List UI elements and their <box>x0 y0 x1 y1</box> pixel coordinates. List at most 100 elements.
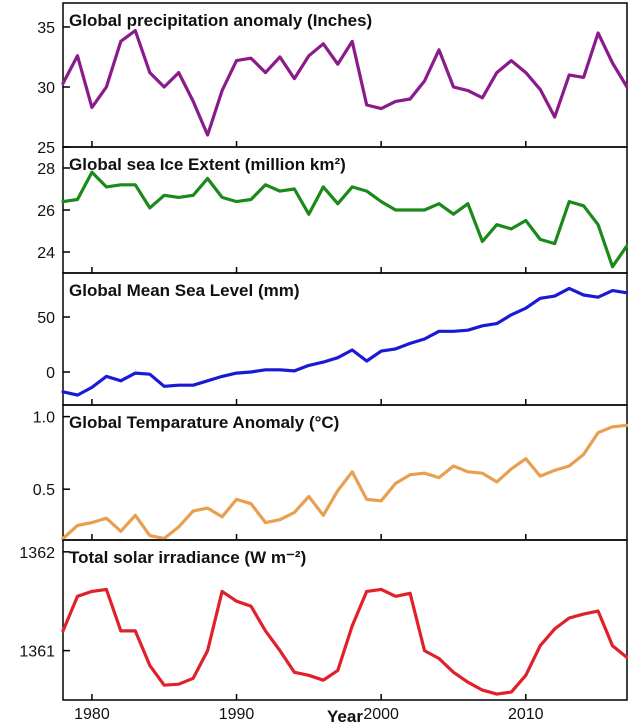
data-point <box>322 42 325 45</box>
y-tick-label: 28 <box>37 161 55 178</box>
data-point <box>307 213 311 216</box>
data-point <box>510 59 513 62</box>
data-point <box>524 674 527 677</box>
data-point <box>379 588 383 591</box>
data-point <box>408 592 412 595</box>
data-point <box>351 185 354 189</box>
data-point <box>220 515 224 518</box>
data-point <box>625 424 628 427</box>
data-point <box>249 604 253 608</box>
data-point <box>235 200 238 203</box>
data-point <box>394 595 397 598</box>
data-point <box>148 71 151 74</box>
data-point <box>105 85 108 89</box>
data-point <box>567 287 571 290</box>
data-point <box>61 82 65 85</box>
data-point <box>365 359 368 363</box>
data-point <box>466 470 470 473</box>
data-point <box>220 375 224 378</box>
data-point <box>524 457 527 460</box>
data-point <box>481 472 484 475</box>
panel-title: Global sea Ice Extent (million km²) <box>69 155 346 174</box>
data-point <box>539 238 542 241</box>
data-point <box>481 240 484 243</box>
data-point <box>220 590 224 593</box>
data-point <box>264 521 267 524</box>
y-tick-label: 0 <box>46 365 55 382</box>
data-point <box>264 71 267 74</box>
data-point <box>61 390 65 393</box>
data-point <box>423 337 426 341</box>
data-point <box>163 194 166 197</box>
data-point <box>293 369 296 373</box>
data-point <box>336 669 339 672</box>
data-point <box>61 537 65 540</box>
data-point <box>625 85 628 89</box>
data-point <box>119 40 123 43</box>
data-point <box>582 453 585 456</box>
x-tick-label: 2000 <box>363 706 399 723</box>
data-point <box>235 600 238 603</box>
y-tick-label: 1362 <box>19 545 55 562</box>
data-point <box>105 517 108 520</box>
data-point <box>351 470 354 473</box>
data-point <box>611 644 614 647</box>
data-point <box>134 29 137 32</box>
data-point <box>466 89 470 92</box>
data-point <box>76 198 79 201</box>
data-point <box>495 480 499 484</box>
data-point <box>336 202 339 205</box>
x-tick-label: 1990 <box>219 706 255 723</box>
x-tick-label: 1980 <box>74 706 110 723</box>
data-point <box>134 514 137 517</box>
data-point <box>119 379 123 382</box>
data-point <box>206 506 209 510</box>
data-point <box>567 616 571 620</box>
data-point <box>553 627 556 631</box>
data-point <box>278 649 282 652</box>
data-point <box>351 40 354 43</box>
data-point <box>423 649 426 652</box>
data-point <box>611 425 614 428</box>
series-line <box>61 587 628 696</box>
data-point <box>582 293 585 297</box>
data-point <box>105 185 108 189</box>
data-point <box>336 356 339 359</box>
data-point <box>90 106 94 109</box>
data-point <box>249 198 253 201</box>
data-point <box>437 202 441 205</box>
data-point <box>249 57 253 60</box>
data-point <box>539 297 542 300</box>
data-point <box>322 679 325 682</box>
data-point <box>293 511 296 514</box>
data-point <box>351 624 354 628</box>
data-point <box>134 183 137 186</box>
data-point <box>510 227 513 231</box>
data-point <box>611 265 614 268</box>
data-point <box>466 202 470 205</box>
data-point <box>481 324 484 327</box>
data-point <box>61 629 65 633</box>
data-point <box>379 349 383 353</box>
data-point <box>408 97 412 101</box>
data-point <box>466 681 470 684</box>
data-point <box>235 498 238 501</box>
data-point <box>553 242 556 245</box>
data-point <box>148 206 151 210</box>
data-point <box>177 71 180 74</box>
data-point <box>524 307 527 310</box>
y-tick-label: 0.5 <box>33 482 55 499</box>
data-point <box>423 208 426 212</box>
series-line <box>61 29 628 137</box>
data-point <box>206 649 209 652</box>
y-tick-label: 35 <box>37 20 55 37</box>
data-point <box>423 79 426 83</box>
y-tick-label: 1.0 <box>33 410 55 427</box>
data-point <box>163 537 166 540</box>
data-point <box>408 473 412 476</box>
data-point <box>437 657 441 660</box>
panel-frame <box>62 539 628 701</box>
data-point <box>307 364 311 367</box>
data-point <box>206 177 209 180</box>
data-point <box>249 502 253 505</box>
